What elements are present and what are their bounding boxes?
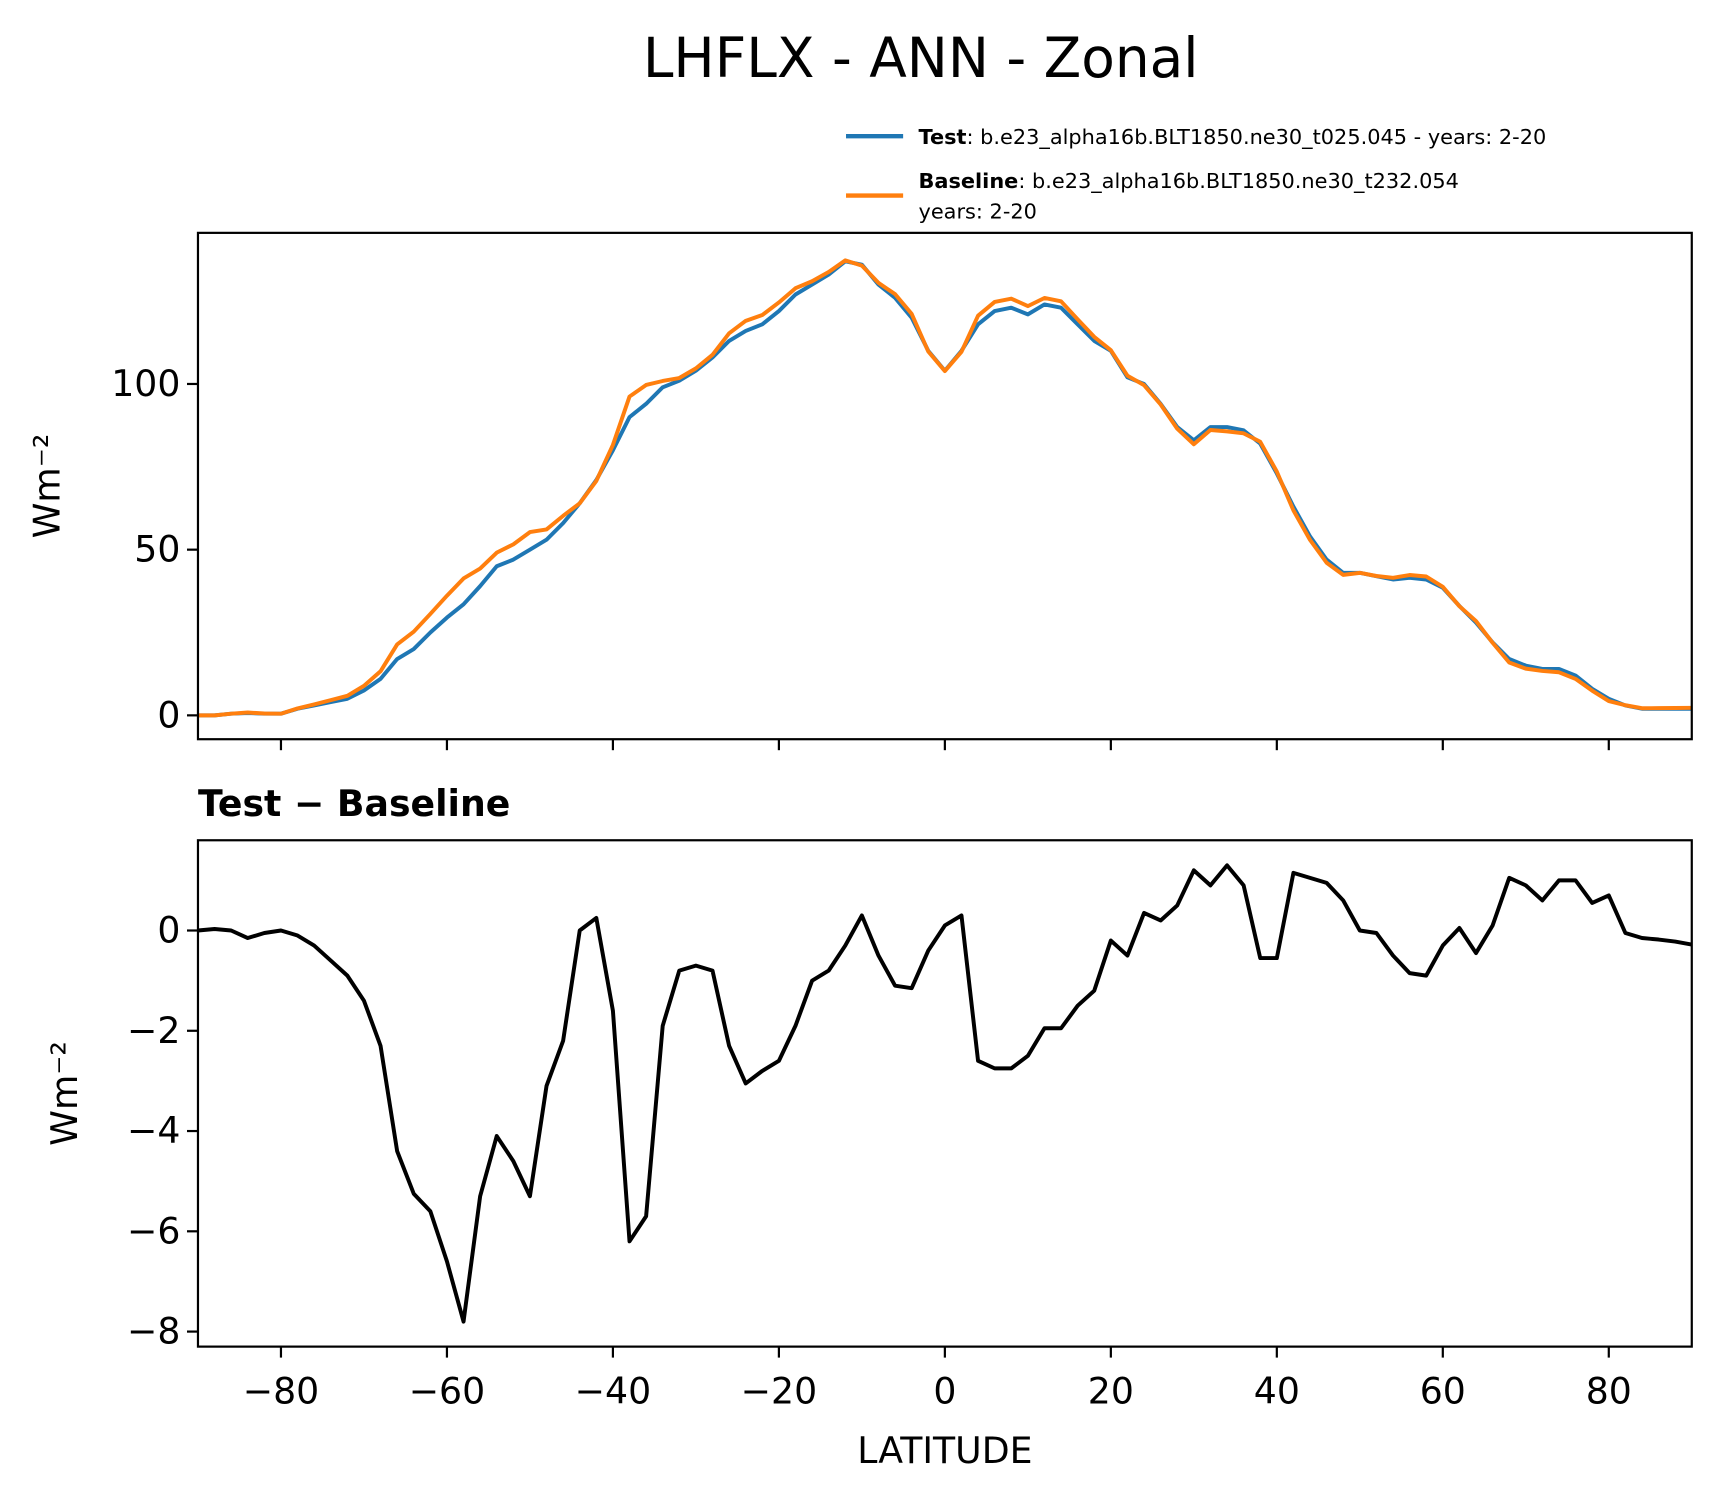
x-tick-label: 0 [933,1370,956,1413]
x-axis-label: LATITUDE [857,1429,1032,1472]
x-tick-label: −20 [741,1370,817,1413]
legend-desc: years: 2-20 [919,200,1037,224]
legend-label: years: 2-20 [919,200,1037,224]
x-tick-label: −80 [243,1370,319,1413]
y-axis-label: Wm⁻² [43,1041,86,1146]
y-tick-label: 0 [157,693,180,736]
y-tick-label: −4 [127,1109,180,1152]
y-tick-label: −2 [127,1009,180,1052]
plot-area [197,258,1692,718]
x-tick-label: −40 [575,1370,651,1413]
x-tick-label: −60 [409,1370,485,1413]
y-tick-label: 50 [134,528,180,571]
x-tick-label: 80 [1586,1370,1632,1413]
data-line [197,258,1692,718]
y-axis-label: Wm⁻² [26,434,69,539]
data-line [197,863,1692,1324]
subplot-title: Test − Baseline [198,782,510,825]
y-tick-label: 100 [111,362,180,405]
legend-desc: : b.e23_alpha16b.BLT1850.ne30_t025.045 -… [967,125,1547,150]
legend-desc: : b.e23_alpha16b.BLT1850.ne30_t232.054 [1018,169,1459,194]
legend-label: Test: b.e23_alpha16b.BLT1850.ne30_t025.0… [919,125,1547,150]
y-tick-label: 0 [157,909,180,952]
figure-title: LHFLX - ANN - Zonal [643,26,1199,90]
x-tick-label: 40 [1254,1370,1300,1413]
legend-label: Baseline: b.e23_alpha16b.BLT1850.ne30_t2… [919,169,1459,194]
plot-area [197,863,1692,1324]
y-tick-label: −6 [127,1209,180,1252]
legend-name: Test [919,125,967,149]
x-tick-label: 60 [1420,1370,1466,1413]
legend-name: Baseline [919,169,1019,193]
y-tick-label: −8 [127,1310,180,1353]
x-tick-label: 20 [1088,1370,1134,1413]
